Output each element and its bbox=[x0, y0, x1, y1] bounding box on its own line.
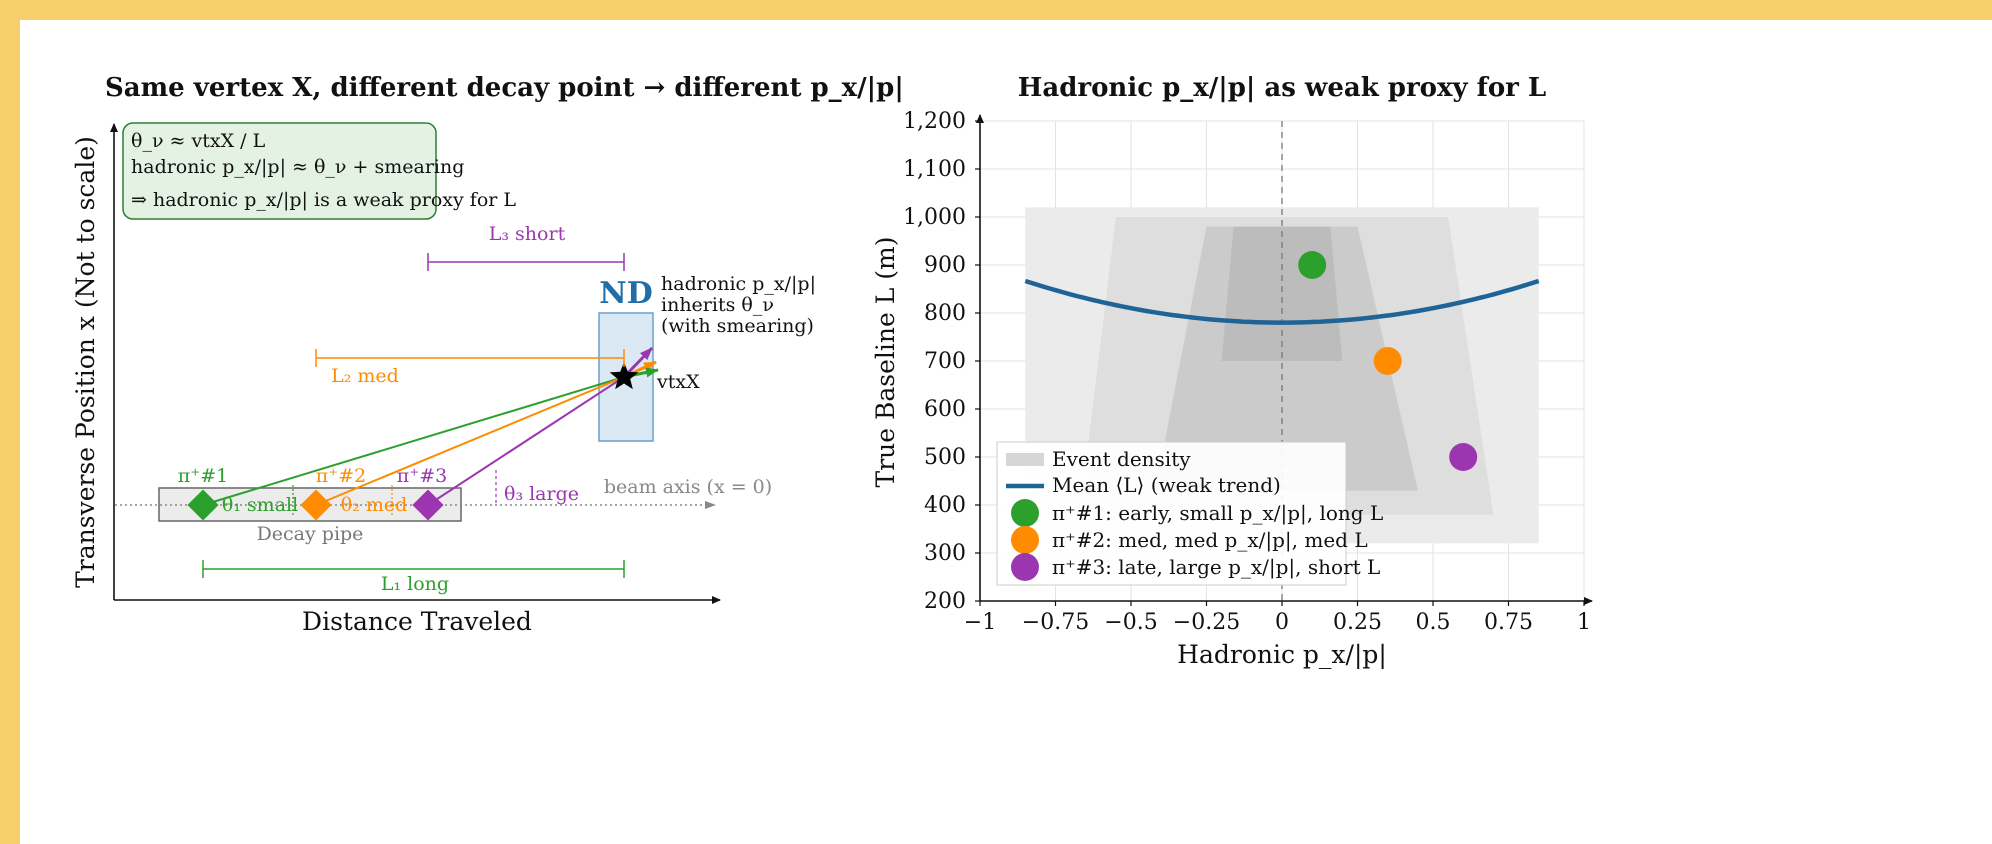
legend-trend-label: Mean ⟨L⟩ (weak trend) bbox=[1052, 473, 1281, 497]
legend-density-swatch bbox=[1006, 453, 1044, 466]
y-tick-label-9: 1,100 bbox=[903, 157, 966, 182]
L3-label: L₃ short bbox=[489, 223, 566, 245]
pion2-trajectory bbox=[315, 376, 625, 506]
legend-pion1-swatch bbox=[1011, 499, 1039, 527]
figure-svg: Same vertex X, different decay point → d… bbox=[71, 73, 1593, 670]
vertex-star bbox=[609, 362, 639, 390]
y-tick-label-10: 1,200 bbox=[903, 109, 966, 134]
x-tick-label-0: −1 bbox=[964, 610, 996, 635]
x-tick-label-6: 0.5 bbox=[1416, 610, 1451, 635]
left-xlabel: Distance Traveled bbox=[302, 607, 532, 636]
chart-xlabel: Hadronic p_x/|p| bbox=[1177, 640, 1387, 670]
y-tick-label-2: 400 bbox=[924, 493, 966, 518]
beam-axis-label: beam axis (x = 0) bbox=[604, 476, 772, 498]
y-tick-label-1: 300 bbox=[924, 541, 966, 566]
y-tick-label-3: 500 bbox=[924, 445, 966, 470]
pion3-decay-marker bbox=[412, 489, 444, 521]
legend-pion2-label: π⁺#2: med, med p_x/|p|, med L bbox=[1052, 528, 1368, 553]
decay-pipe-label: Decay pipe bbox=[257, 523, 364, 545]
note-box bbox=[122, 122, 437, 220]
x-tick-label-2: −0.5 bbox=[1104, 610, 1157, 635]
trend-curve bbox=[1024, 278, 1540, 325]
legend-pion1-label: π⁺#1: early, small p_x/|p|, long L bbox=[1052, 501, 1383, 526]
pion2-decay-marker bbox=[300, 489, 332, 521]
pion3-label: π⁺#3 bbox=[397, 465, 448, 487]
data-point-pion1 bbox=[1298, 251, 1327, 279]
legend-pion3-label: π⁺#3: late, large p_x/|p|, short L bbox=[1052, 555, 1380, 580]
data-points bbox=[1298, 251, 1478, 471]
data-point-pion3 bbox=[1449, 443, 1478, 471]
chart-ticks: −1 −0.75 −0.5 −0.25 0 0.25 0.5 0.75 1 200 300 400 50… bbox=[903, 109, 1591, 635]
legend-pion3-swatch bbox=[1011, 553, 1039, 581]
note-line-2: hadronic p_x/|p| ≈ θ_ν + smearing bbox=[131, 156, 464, 178]
y-tick-label-5: 700 bbox=[924, 349, 966, 374]
theta1-label: θ₁ small bbox=[222, 494, 298, 516]
nd-note-line-1: hadronic p_x/|p| bbox=[661, 273, 816, 295]
legend-pion2-swatch bbox=[1011, 526, 1039, 554]
y-tick-label-0: 200 bbox=[924, 589, 966, 614]
data-point-pion2 bbox=[1373, 347, 1402, 375]
y-tick-label-7: 900 bbox=[924, 253, 966, 278]
left-diagram: Same vertex X, different decay point → d… bbox=[71, 73, 904, 636]
pion1-label: π⁺#1 bbox=[178, 465, 229, 487]
right-chart: Hadronic p_x/|p| as weak proxy for L −1−… bbox=[871, 73, 1593, 670]
x-tick-label-7: 0.75 bbox=[1484, 610, 1533, 635]
pion1-trajectory bbox=[202, 376, 625, 506]
chart-axes bbox=[976, 114, 1593, 605]
chart-ylabel: True Baseline L (m) bbox=[871, 237, 900, 488]
theta2-label: θ₂ med bbox=[341, 494, 408, 516]
L2-label: L₂ med bbox=[331, 365, 399, 387]
y-tick-label-6: 800 bbox=[924, 301, 966, 326]
nd-note-line-3: (with smearing) bbox=[661, 315, 814, 337]
legend-density-label: Event density bbox=[1052, 447, 1191, 471]
x-tick-label-5: 0.25 bbox=[1333, 610, 1382, 635]
pion2-label: π⁺#2 bbox=[316, 465, 367, 487]
y-tick-label-8: 1,000 bbox=[903, 205, 966, 230]
figure-canvas: Same vertex X, different decay point → d… bbox=[20, 20, 1992, 844]
chart-legend: Event density Mean ⟨L⟩ (weak trend) π⁺#1… bbox=[996, 441, 1383, 586]
x-tick-label-4: 0 bbox=[1275, 610, 1289, 635]
x-tick-label-1: −0.75 bbox=[1022, 610, 1089, 635]
nd-label: ND bbox=[599, 276, 652, 311]
note-line-1: θ_ν ≈ vtxX / L bbox=[131, 130, 266, 152]
theta3-label: θ₃ large bbox=[504, 483, 579, 505]
left-ylabel: Transverse Position x (Not to scale) bbox=[71, 136, 100, 588]
note-line-3: ⇒ hadronic p_x/|p| is a weak proxy for L bbox=[131, 189, 516, 211]
L1-label: L₁ long bbox=[381, 573, 449, 595]
x-tick-label-8: 1 bbox=[1577, 610, 1591, 635]
pion3-trajectory bbox=[427, 376, 625, 506]
y-tick-label-4: 600 bbox=[924, 397, 966, 422]
nd-note-line-2: inherits θ_ν bbox=[661, 294, 774, 316]
legend-box bbox=[996, 441, 1347, 586]
chart-title: Hadronic p_x/|p| as weak proxy for L bbox=[1018, 73, 1546, 103]
vtx-label: vtxX bbox=[656, 371, 700, 393]
left-title: Same vertex X, different decay point → d… bbox=[105, 73, 904, 103]
x-tick-label-3: −0.25 bbox=[1173, 610, 1240, 635]
